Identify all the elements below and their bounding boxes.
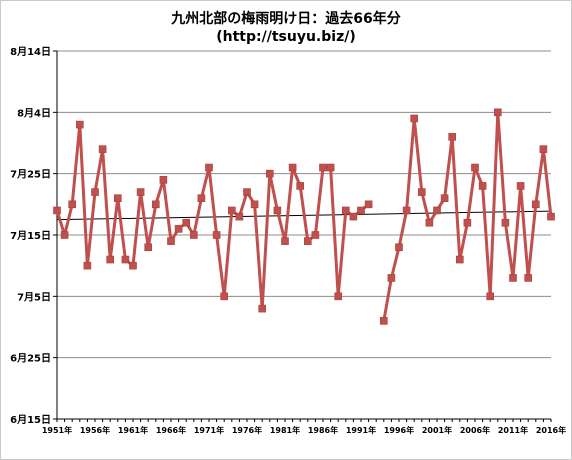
data-point-2005 — [463, 218, 472, 227]
data-point-1974 — [228, 206, 236, 215]
data-point-1987 — [326, 163, 335, 172]
x-tick-label: 1956年 — [80, 425, 110, 435]
data-point-2015 — [539, 145, 548, 153]
data-point-1998 — [410, 114, 419, 123]
y-tick-label: 8月14日 — [10, 46, 51, 58]
data-point-1968 — [182, 218, 190, 227]
data-point-1953 — [68, 200, 76, 209]
data-point-1960 — [121, 255, 130, 264]
data-point-1977 — [250, 200, 259, 209]
y-tick-label: 8月4日 — [17, 107, 51, 119]
series-line — [382, 110, 553, 322]
data-point-2002 — [440, 194, 449, 202]
data-point-1997 — [402, 206, 411, 215]
y-tick-label: 7月15日 — [10, 230, 51, 242]
x-tick-label: 2011年 — [498, 425, 528, 435]
data-point-1994 — [379, 317, 388, 325]
data-point-1962 — [136, 188, 145, 196]
data-point-2007 — [478, 182, 487, 190]
series-line — [55, 123, 370, 311]
data-point-1954 — [76, 120, 84, 129]
data-point-1980 — [273, 206, 282, 215]
data-point-1971 — [205, 163, 213, 172]
data-point-1981 — [281, 237, 289, 245]
x-tick-label: 2006年 — [460, 425, 490, 435]
x-tick-label: 1986年 — [308, 425, 338, 435]
data-point-1986 — [319, 163, 327, 172]
x-tick-label: 1981年 — [270, 425, 300, 435]
data-point-2009 — [493, 108, 502, 117]
data-point-1979 — [265, 169, 274, 178]
data-point-2000 — [425, 218, 434, 227]
data-point-1973 — [220, 292, 228, 301]
axes — [53, 50, 552, 422]
x-axis-tick-labels: 1951年 1956年 1961年 1966年 1971年 1976年 1981年 1986年… — [42, 425, 566, 435]
x-tick-label: 2001年 — [422, 425, 452, 435]
data-point-1972 — [212, 231, 221, 239]
data-point-2006 — [471, 163, 479, 172]
data-point-1959 — [114, 194, 122, 202]
x-tick-label: 1971年 — [194, 425, 224, 435]
data-point-2011 — [509, 274, 517, 282]
data-point-1961 — [129, 261, 137, 270]
data-point-1982 — [288, 163, 297, 172]
data-point-1970 — [197, 194, 206, 202]
x-tick-label: 1991年 — [346, 425, 376, 435]
data-point-2014 — [531, 200, 540, 209]
data-point-1969 — [190, 231, 198, 239]
data-point-2003 — [448, 133, 457, 141]
data-point-1985 — [311, 231, 320, 239]
data-point-1963 — [144, 243, 152, 252]
data-point-1992 — [364, 200, 373, 209]
data-point-1995 — [387, 274, 396, 282]
chart-title: 九州北部の梅雨明け日：過去66年分 — [170, 10, 400, 27]
data-point-1983 — [296, 182, 305, 190]
data-point-2008 — [486, 292, 495, 301]
data-point-1958 — [106, 255, 114, 264]
data-point-1984 — [303, 237, 312, 245]
data-point-2016 — [547, 212, 555, 221]
data-point-1988 — [334, 292, 343, 301]
grid-lines — [57, 50, 551, 359]
data-point-1966 — [167, 237, 175, 245]
data-point-2012 — [516, 182, 525, 190]
data-point-1978 — [258, 304, 267, 313]
data-point-1989 — [341, 206, 350, 215]
y-tick-label: 6月15日 — [10, 414, 51, 426]
chart-subtitle: (http://tsuyu.biz/) — [216, 29, 355, 45]
data-point-1996 — [395, 243, 403, 252]
series-layer — [53, 108, 555, 325]
y-tick-label: 6月25日 — [10, 353, 51, 365]
data-point-1952 — [60, 231, 69, 239]
y-tick-label: 7月25日 — [10, 169, 51, 181]
data-point-1956 — [91, 188, 99, 196]
data-point-1975 — [235, 212, 244, 221]
data-point-1999 — [417, 188, 426, 196]
data-point-2004 — [455, 255, 464, 264]
data-point-1965 — [159, 176, 168, 184]
data-point-2013 — [524, 274, 533, 282]
x-tick-label: 1951年 — [42, 425, 72, 435]
data-point-1967 — [174, 225, 183, 233]
x-tick-label: 2016年 — [536, 425, 566, 435]
data-point-1955 — [83, 261, 92, 270]
data-point-1991 — [357, 206, 365, 215]
x-tick-label: 1966年 — [156, 425, 186, 435]
data-point-2001 — [433, 206, 441, 215]
data-point-1957 — [98, 145, 107, 153]
data-point-1976 — [243, 188, 251, 196]
data-point-1964 — [152, 200, 160, 209]
x-tick-label: 1961年 — [118, 425, 148, 435]
y-tick-label: 7月5日 — [17, 291, 51, 303]
x-tick-label: 1996年 — [384, 425, 414, 435]
data-point-1990 — [349, 212, 358, 221]
data-point-2010 — [501, 218, 510, 227]
x-tick-label: 1976年 — [232, 425, 262, 435]
data-point-1951 — [53, 206, 61, 215]
y-axis-tick-labels: 8月14日 8月4日 7月25日 7月15日 7月5日 6月25日 6月15日 — [10, 46, 51, 426]
